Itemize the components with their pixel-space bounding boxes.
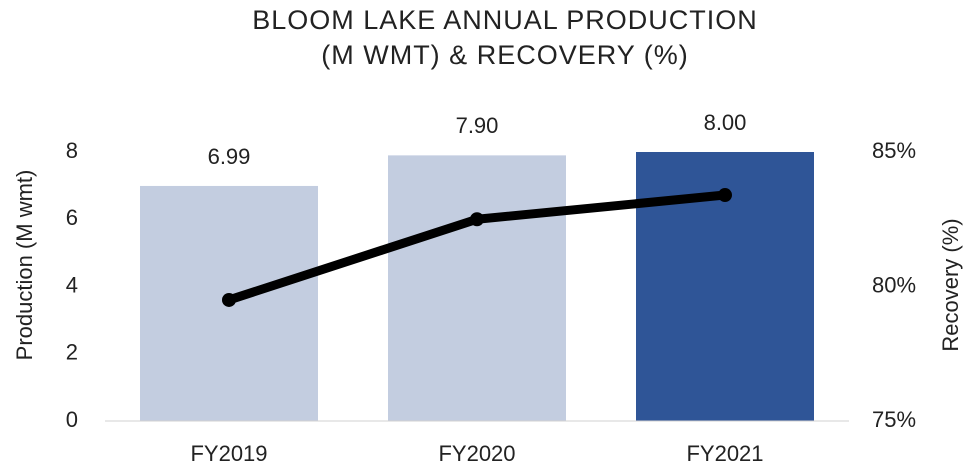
y2-tick-label: 85%	[872, 138, 916, 163]
x-tick-label: FY2020	[438, 441, 515, 466]
bar	[388, 155, 566, 422]
data-label: 7.90	[456, 113, 499, 138]
y2-axis-label: Recovery (%)	[938, 218, 963, 351]
data-label: 8.00	[704, 110, 747, 135]
y2-tick-label: 75%	[872, 407, 916, 432]
y-tick-label: 0	[66, 407, 78, 432]
y-tick-label: 4	[66, 272, 78, 297]
y-tick-label: 2	[66, 340, 78, 365]
line-marker	[470, 212, 484, 227]
data-label: 6.99	[208, 144, 251, 169]
chart-title: (M WMT) & RECOVERY (%)	[321, 40, 689, 70]
y2-tick-label: 80%	[872, 272, 916, 297]
y-tick-label: 8	[66, 138, 78, 163]
y-axis-label: Production (M wmt)	[12, 170, 37, 361]
line-marker	[222, 292, 236, 307]
x-tick-label: FY2019	[190, 441, 267, 466]
x-tick-label: FY2021	[686, 441, 763, 466]
line-marker	[718, 188, 732, 203]
chart-title: BLOOM LAKE ANNUAL PRODUCTION	[252, 5, 758, 35]
y-tick-label: 6	[66, 205, 78, 230]
